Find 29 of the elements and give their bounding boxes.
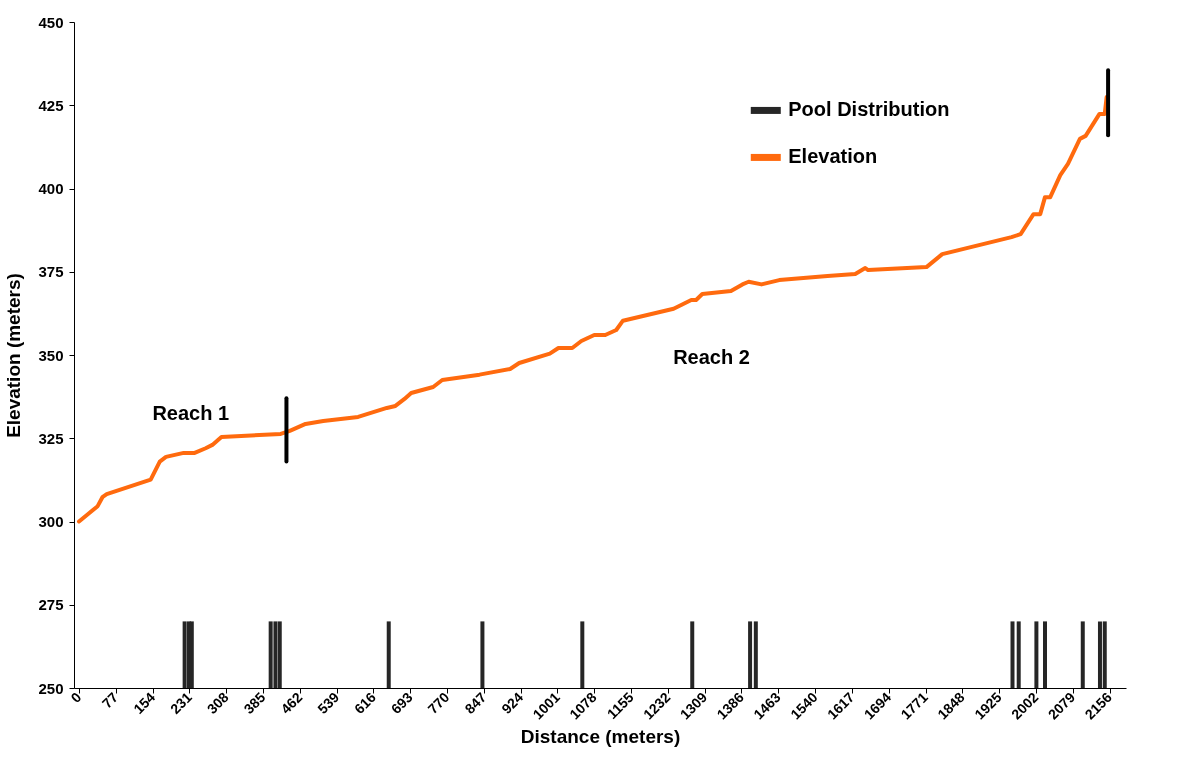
x-tick-label: 770 — [424, 688, 453, 717]
x-tick-label: 0 — [67, 688, 85, 706]
y-tick-label: 375 — [38, 263, 64, 281]
y-tick-label: 325 — [38, 429, 64, 447]
x-axis-title: Distance (meters) — [520, 726, 681, 748]
x-tick-label: 308 — [203, 688, 232, 717]
x-tick-label: 924 — [498, 688, 527, 717]
line-series — [77, 94, 1109, 524]
x-tick-label: 231 — [167, 688, 196, 717]
y-tick-label: 450 — [38, 13, 64, 31]
y-axis-title: Elevation (meters) — [3, 273, 25, 438]
annotation: Reach 2 — [673, 346, 750, 369]
y-tick-label: 400 — [38, 180, 64, 197]
x-tick-label: 462 — [277, 688, 306, 717]
y-tick-label: 350 — [38, 346, 64, 364]
x-tick-label: 539 — [314, 688, 343, 717]
x-tick-label: 385 — [240, 688, 269, 717]
y-tick-label: 425 — [38, 96, 64, 114]
y-tick-label: 300 — [38, 513, 64, 530]
x-tick-label: 77 — [98, 688, 122, 712]
annotation: Reach 1 — [152, 402, 230, 425]
x-tick-label: 616 — [351, 688, 380, 717]
legend-label: Pool Distribution — [788, 98, 950, 121]
x-tick-label: 693 — [387, 688, 416, 717]
x-tick-label: 154 — [130, 688, 159, 717]
x-tick-label: 847 — [461, 688, 490, 717]
legend-label: Elevation — [788, 145, 878, 168]
y-tick-label: 275 — [38, 596, 64, 614]
y-tick-label: 250 — [38, 679, 64, 697]
